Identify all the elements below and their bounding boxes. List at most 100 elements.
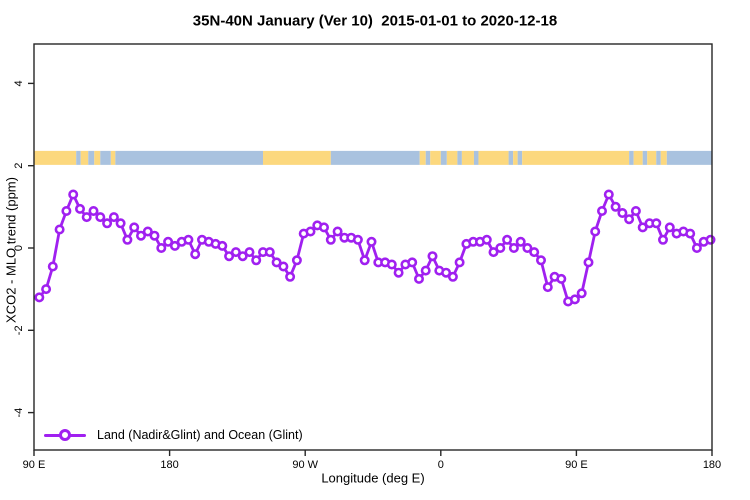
data-point [515,236,526,247]
series-line [37,193,712,303]
x-axis-group: 90 E 180 90 W 0 90 E 180 [23,450,721,471]
data-point [183,234,194,245]
chart-title: 35N-40N January (Ver 10) 2015-01-01 to 2… [192,12,558,30]
surface-band-segment-ocean [473,150,479,165]
surface-band-segment-land [522,150,630,165]
data-point [230,247,241,258]
legend: Land (Nadir&Glint) and Ocean (Glint) [44,427,303,443]
data-point [630,206,641,217]
surface-band-segment-ocean [76,150,81,165]
data-point [190,249,201,260]
data-point [34,292,45,303]
data-point [122,234,133,245]
data-point [115,218,126,229]
data-point [108,212,119,223]
data-point [664,222,675,233]
data-point [224,251,235,262]
data-point [75,203,86,214]
data-point [705,234,716,245]
data-point [95,212,106,223]
data-point [590,226,601,237]
surface-band-segment-land [110,150,116,165]
y-tick-label: 2 [13,163,25,169]
surface-band-segment-ocean [100,150,111,165]
data-point [617,208,628,219]
data-point [41,284,52,295]
surface-band-segment-ocean [642,150,648,165]
data-point [251,255,262,266]
data-point [129,222,140,233]
data-point [569,294,580,305]
surface-band-segment-land [513,150,518,165]
plot-border [33,43,713,451]
data-point [502,234,513,245]
surface-band-segment-ocean [508,150,514,165]
data-point [542,282,553,293]
data-point [454,257,465,268]
data-point [610,201,621,212]
data-point [169,240,180,251]
y-tick-label: -4 [13,408,25,418]
surface-band-segment-ocean [115,150,264,165]
x-tick-label: 90 E [23,459,46,471]
surface-band-segment-ocean [425,150,431,165]
surface-band-segment-land [94,150,101,165]
surface-band-segment-ocean [457,150,462,165]
data-point [332,226,343,237]
data-point [54,224,65,235]
legend-line-marker [44,429,86,441]
data-point [624,214,635,225]
data-point [651,218,662,229]
data-point [88,206,99,217]
data-point [407,257,418,268]
data-point [68,189,79,200]
data-point [305,226,316,237]
data-point [447,271,458,282]
y-axis-group: -4 -2 0 2 4 [13,80,34,417]
data-point [508,243,519,254]
surface-band-segment-land [80,150,89,165]
surface-band-segment-land [647,150,657,165]
data-point [47,261,58,272]
data-point [495,243,506,254]
surface-band-segment-ocean [666,150,712,165]
data-point [637,222,648,233]
data-point [691,243,702,254]
data-point [285,271,296,282]
data-point [576,288,587,299]
data-point [136,230,147,241]
data-point [217,240,228,251]
data-point [325,234,336,245]
data-point [271,257,282,268]
data-point [352,234,363,245]
surface-band-segment-land [633,150,643,165]
surface-band-segment-ocean [629,150,634,165]
data-point [61,206,72,217]
surface-band-segment-land [446,150,458,165]
data-point [556,273,567,284]
surface-band-segment-ocean [88,150,95,165]
data-point [413,273,424,284]
data-point [393,267,404,278]
x-axis-title: Longitude (deg E) [321,470,425,486]
y-tick-label: 0 [13,245,25,251]
surface-band-segment-land [430,150,441,165]
data-point [359,255,370,266]
x-tick-label: 180 [703,459,721,471]
y-tick-label: -2 [13,325,25,335]
data-point [386,259,397,270]
data-point [657,234,668,245]
data-point [244,247,255,258]
data-point [481,234,492,245]
data-point [603,189,614,200]
data-point [522,243,533,254]
surface-band-group [34,150,712,165]
x-tick-label: 90 E [565,459,588,471]
data-point [163,236,174,247]
data-point [427,251,438,262]
surface-band-segment-ocean [656,150,661,165]
data-point [685,228,696,239]
surface-band-segment-land [660,150,667,165]
